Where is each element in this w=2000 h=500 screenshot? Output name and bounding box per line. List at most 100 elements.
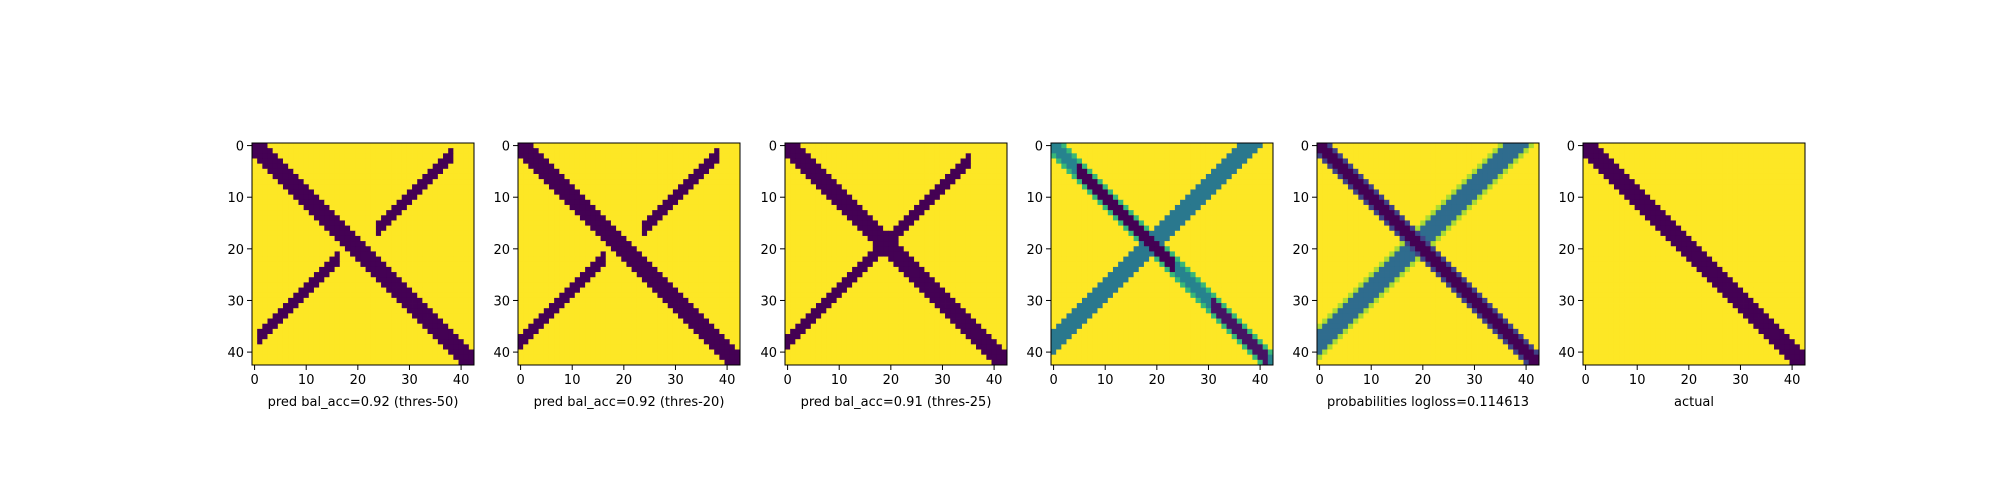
heatmap-cell xyxy=(360,349,366,356)
heatmap-cell xyxy=(386,266,392,273)
heatmap-cell xyxy=(795,210,801,216)
heatmap-cell xyxy=(893,179,899,185)
heatmap-cell xyxy=(698,318,705,325)
heatmap-cell xyxy=(313,194,320,201)
heatmap-cell xyxy=(805,235,812,242)
heatmap-cell xyxy=(448,235,454,242)
heatmap-cell xyxy=(898,215,905,221)
heatmap-cell xyxy=(790,225,796,232)
heatmap-cell xyxy=(365,308,372,314)
heatmap-cell xyxy=(626,158,632,165)
heatmap-cell xyxy=(257,318,263,325)
heatmap-cell xyxy=(313,334,320,340)
heatmap-cell xyxy=(267,344,274,350)
heatmap-cell xyxy=(554,220,560,226)
heatmap-cell xyxy=(970,225,977,232)
heatmap-cell xyxy=(282,287,289,294)
heatmap-cell xyxy=(391,220,397,226)
heatmap-cell xyxy=(719,184,725,190)
heatmap-cell xyxy=(417,297,423,304)
heatmap-cell xyxy=(538,277,545,283)
heatmap-cell xyxy=(647,266,653,273)
heatmap-cell xyxy=(574,168,581,175)
heatmap-cell xyxy=(945,235,951,242)
heatmap-cell xyxy=(626,204,632,211)
heatmap-cell xyxy=(579,272,586,278)
heatmap-cell xyxy=(898,241,905,247)
heatmap-cell xyxy=(543,359,550,366)
heatmap-cell xyxy=(533,199,540,206)
heatmap-cell xyxy=(412,163,418,170)
heatmap-cell xyxy=(616,334,622,340)
heatmap-cell xyxy=(422,189,428,196)
heatmap-cell xyxy=(350,189,356,196)
heatmap-cell xyxy=(662,359,669,366)
heatmap-cell xyxy=(252,168,258,175)
heatmap-cell xyxy=(365,215,372,221)
heatmap-cell xyxy=(991,153,998,159)
heatmap-cell xyxy=(257,246,263,252)
heatmap-cell xyxy=(950,287,956,294)
heatmap-cell xyxy=(355,318,361,325)
heatmap-cell xyxy=(662,235,669,242)
heatmap-cell xyxy=(396,292,403,299)
heatmap-cell xyxy=(443,323,449,330)
heatmap-cell xyxy=(631,194,638,201)
heatmap-cell xyxy=(350,173,356,180)
heatmap-cell xyxy=(272,194,279,201)
heatmap-cell xyxy=(852,199,858,206)
heatmap-cell xyxy=(528,277,534,283)
heatmap-cell xyxy=(805,204,812,211)
heatmap-cell xyxy=(308,204,315,211)
x-tick-label: 10 xyxy=(298,373,315,388)
heatmap-cell xyxy=(458,308,465,314)
heatmap-cell xyxy=(709,256,715,263)
heatmap-cell xyxy=(826,256,832,263)
heatmap-cell xyxy=(872,235,879,242)
heatmap-cell xyxy=(350,179,356,185)
heatmap-cell xyxy=(282,272,289,278)
heatmap-cells xyxy=(252,143,475,366)
heatmap-cell xyxy=(370,292,377,299)
heatmap-cell xyxy=(693,158,700,165)
heatmap-cell xyxy=(698,168,705,175)
heatmap-cell xyxy=(991,246,998,252)
heatmap-cell xyxy=(955,168,961,175)
heatmap-cell xyxy=(852,282,858,288)
heatmap-cell xyxy=(960,230,967,237)
heatmap-cell xyxy=(991,225,998,232)
heatmap-cell xyxy=(929,230,936,237)
heatmap-cell xyxy=(709,292,715,299)
heatmap-cell xyxy=(437,241,444,247)
heatmap-cell xyxy=(667,204,674,211)
heatmap-cell xyxy=(662,204,669,211)
heatmap-cell xyxy=(533,220,540,226)
heatmap-cell xyxy=(826,266,832,273)
heatmap-cell xyxy=(453,194,459,201)
heatmap-cell xyxy=(898,272,905,278)
heatmap-cell xyxy=(719,153,725,159)
heatmap-cell xyxy=(528,246,534,252)
heatmap-cell xyxy=(569,215,576,221)
heatmap-cell xyxy=(929,261,936,268)
heatmap-cell xyxy=(703,168,710,175)
heatmap-cell xyxy=(960,220,967,226)
heatmap-cell xyxy=(862,241,868,247)
heatmap-cell xyxy=(657,199,663,206)
heatmap-cell xyxy=(339,173,346,180)
heatmap-cell xyxy=(303,323,310,330)
heatmap-cell xyxy=(375,266,382,273)
heatmap-cell xyxy=(288,184,294,190)
heatmap-cell xyxy=(417,287,423,294)
heatmap-cell xyxy=(427,354,434,361)
heatmap-cell xyxy=(688,287,694,294)
heatmap-cell xyxy=(543,199,550,206)
heatmap-cell xyxy=(375,297,382,304)
heatmap-cell xyxy=(443,215,449,221)
heatmap-cell xyxy=(852,241,858,247)
heatmap-cell xyxy=(282,225,289,232)
heatmap-cell xyxy=(610,354,617,361)
heatmap-cell xyxy=(836,277,843,283)
heatmap-cell xyxy=(277,339,284,345)
heatmap-cell xyxy=(981,158,987,165)
